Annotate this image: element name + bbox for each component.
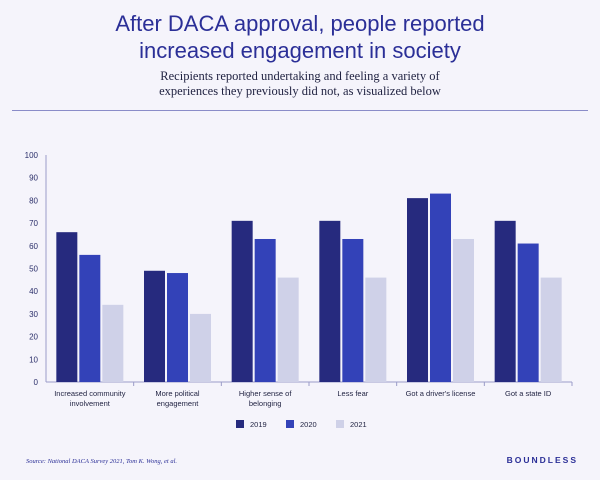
source-note: Source: National DACA Survey 2021, Tom K…: [26, 458, 178, 465]
x-category-label-line: Got a state ID: [505, 389, 552, 398]
chart-title-line-1: After DACA approval, people reported: [115, 11, 485, 36]
x-category-label: Got a state ID: [505, 389, 552, 398]
bar-2020: [167, 273, 188, 382]
y-tick-label: 30: [29, 310, 38, 319]
bar-2021: [540, 277, 562, 382]
x-category-label-line: More political: [155, 389, 200, 398]
header-divider: [12, 110, 588, 111]
chart-subtitle-line-2: experiences they previously did not, as …: [159, 84, 441, 98]
boundless-logo: BOUNDLESS: [506, 455, 578, 465]
bar-chart: 0 10 20 30 40 50 60 70 80 90 100 Increased communit…: [25, 151, 573, 429]
y-tick-label: 20: [29, 333, 38, 342]
x-category-label-line: involvement: [70, 399, 111, 408]
bar-2019: [144, 270, 165, 382]
bar-2021: [277, 277, 299, 382]
y-tick-label: 40: [29, 287, 38, 296]
y-tick-label: 100: [25, 151, 39, 160]
bar-2021: [102, 304, 124, 382]
x-category-label-line: engagement: [157, 399, 200, 408]
bar-2020: [79, 254, 101, 382]
bar-2021: [190, 313, 211, 382]
x-category-label-line: belonging: [249, 399, 282, 408]
y-tick-label: 50: [29, 265, 38, 274]
legend-label-2021: 2021: [350, 420, 367, 429]
chart-subtitle-line-1: Recipients reported undertaking and feel…: [160, 69, 440, 83]
y-tick-label: 90: [29, 174, 38, 183]
x-category-label-line: Got a driver's license: [406, 389, 476, 398]
chart-title-line-2: increased engagement in society: [139, 38, 461, 63]
y-tick-label: 10: [29, 355, 38, 364]
legend-swatch-2020: [286, 420, 294, 428]
bar-2020: [254, 238, 276, 382]
x-category-label-line: Higher sense of: [239, 389, 292, 398]
x-category-label-line: Less fear: [337, 389, 368, 398]
bar-2021: [365, 277, 387, 382]
y-tick-label: 0: [34, 378, 39, 387]
bar-2019: [494, 220, 516, 382]
bar-2020: [342, 238, 364, 382]
chart-subtitle: Recipients reported undertaking and feel…: [0, 69, 600, 99]
y-tick-label: 80: [29, 196, 38, 205]
legend-label-2019: 2019: [250, 420, 267, 429]
x-category-label: More political engagement: [155, 389, 200, 408]
legend-swatch-2021: [336, 420, 344, 428]
y-tick-label: 70: [29, 219, 38, 228]
legend-swatch-2019: [236, 420, 244, 428]
bar-2019: [319, 220, 341, 382]
x-category-label: Higher sense of belonging: [239, 389, 292, 408]
x-category-label-line: Increased community: [54, 389, 126, 398]
bar-2019: [407, 198, 428, 382]
x-category-label: Got a driver's license: [406, 389, 476, 398]
bar-2020: [430, 193, 451, 382]
x-category-label: Increased community involvement: [54, 389, 126, 408]
x-category-label: Less fear: [337, 389, 368, 398]
bar-2020: [517, 243, 539, 382]
chart-title: After DACA approval, people reported inc…: [0, 10, 600, 64]
bar-2021: [453, 238, 474, 382]
bar-2019: [56, 232, 78, 382]
y-tick-label: 60: [29, 242, 38, 251]
bar-2019: [231, 220, 253, 382]
legend-label-2020: 2020: [300, 420, 317, 429]
